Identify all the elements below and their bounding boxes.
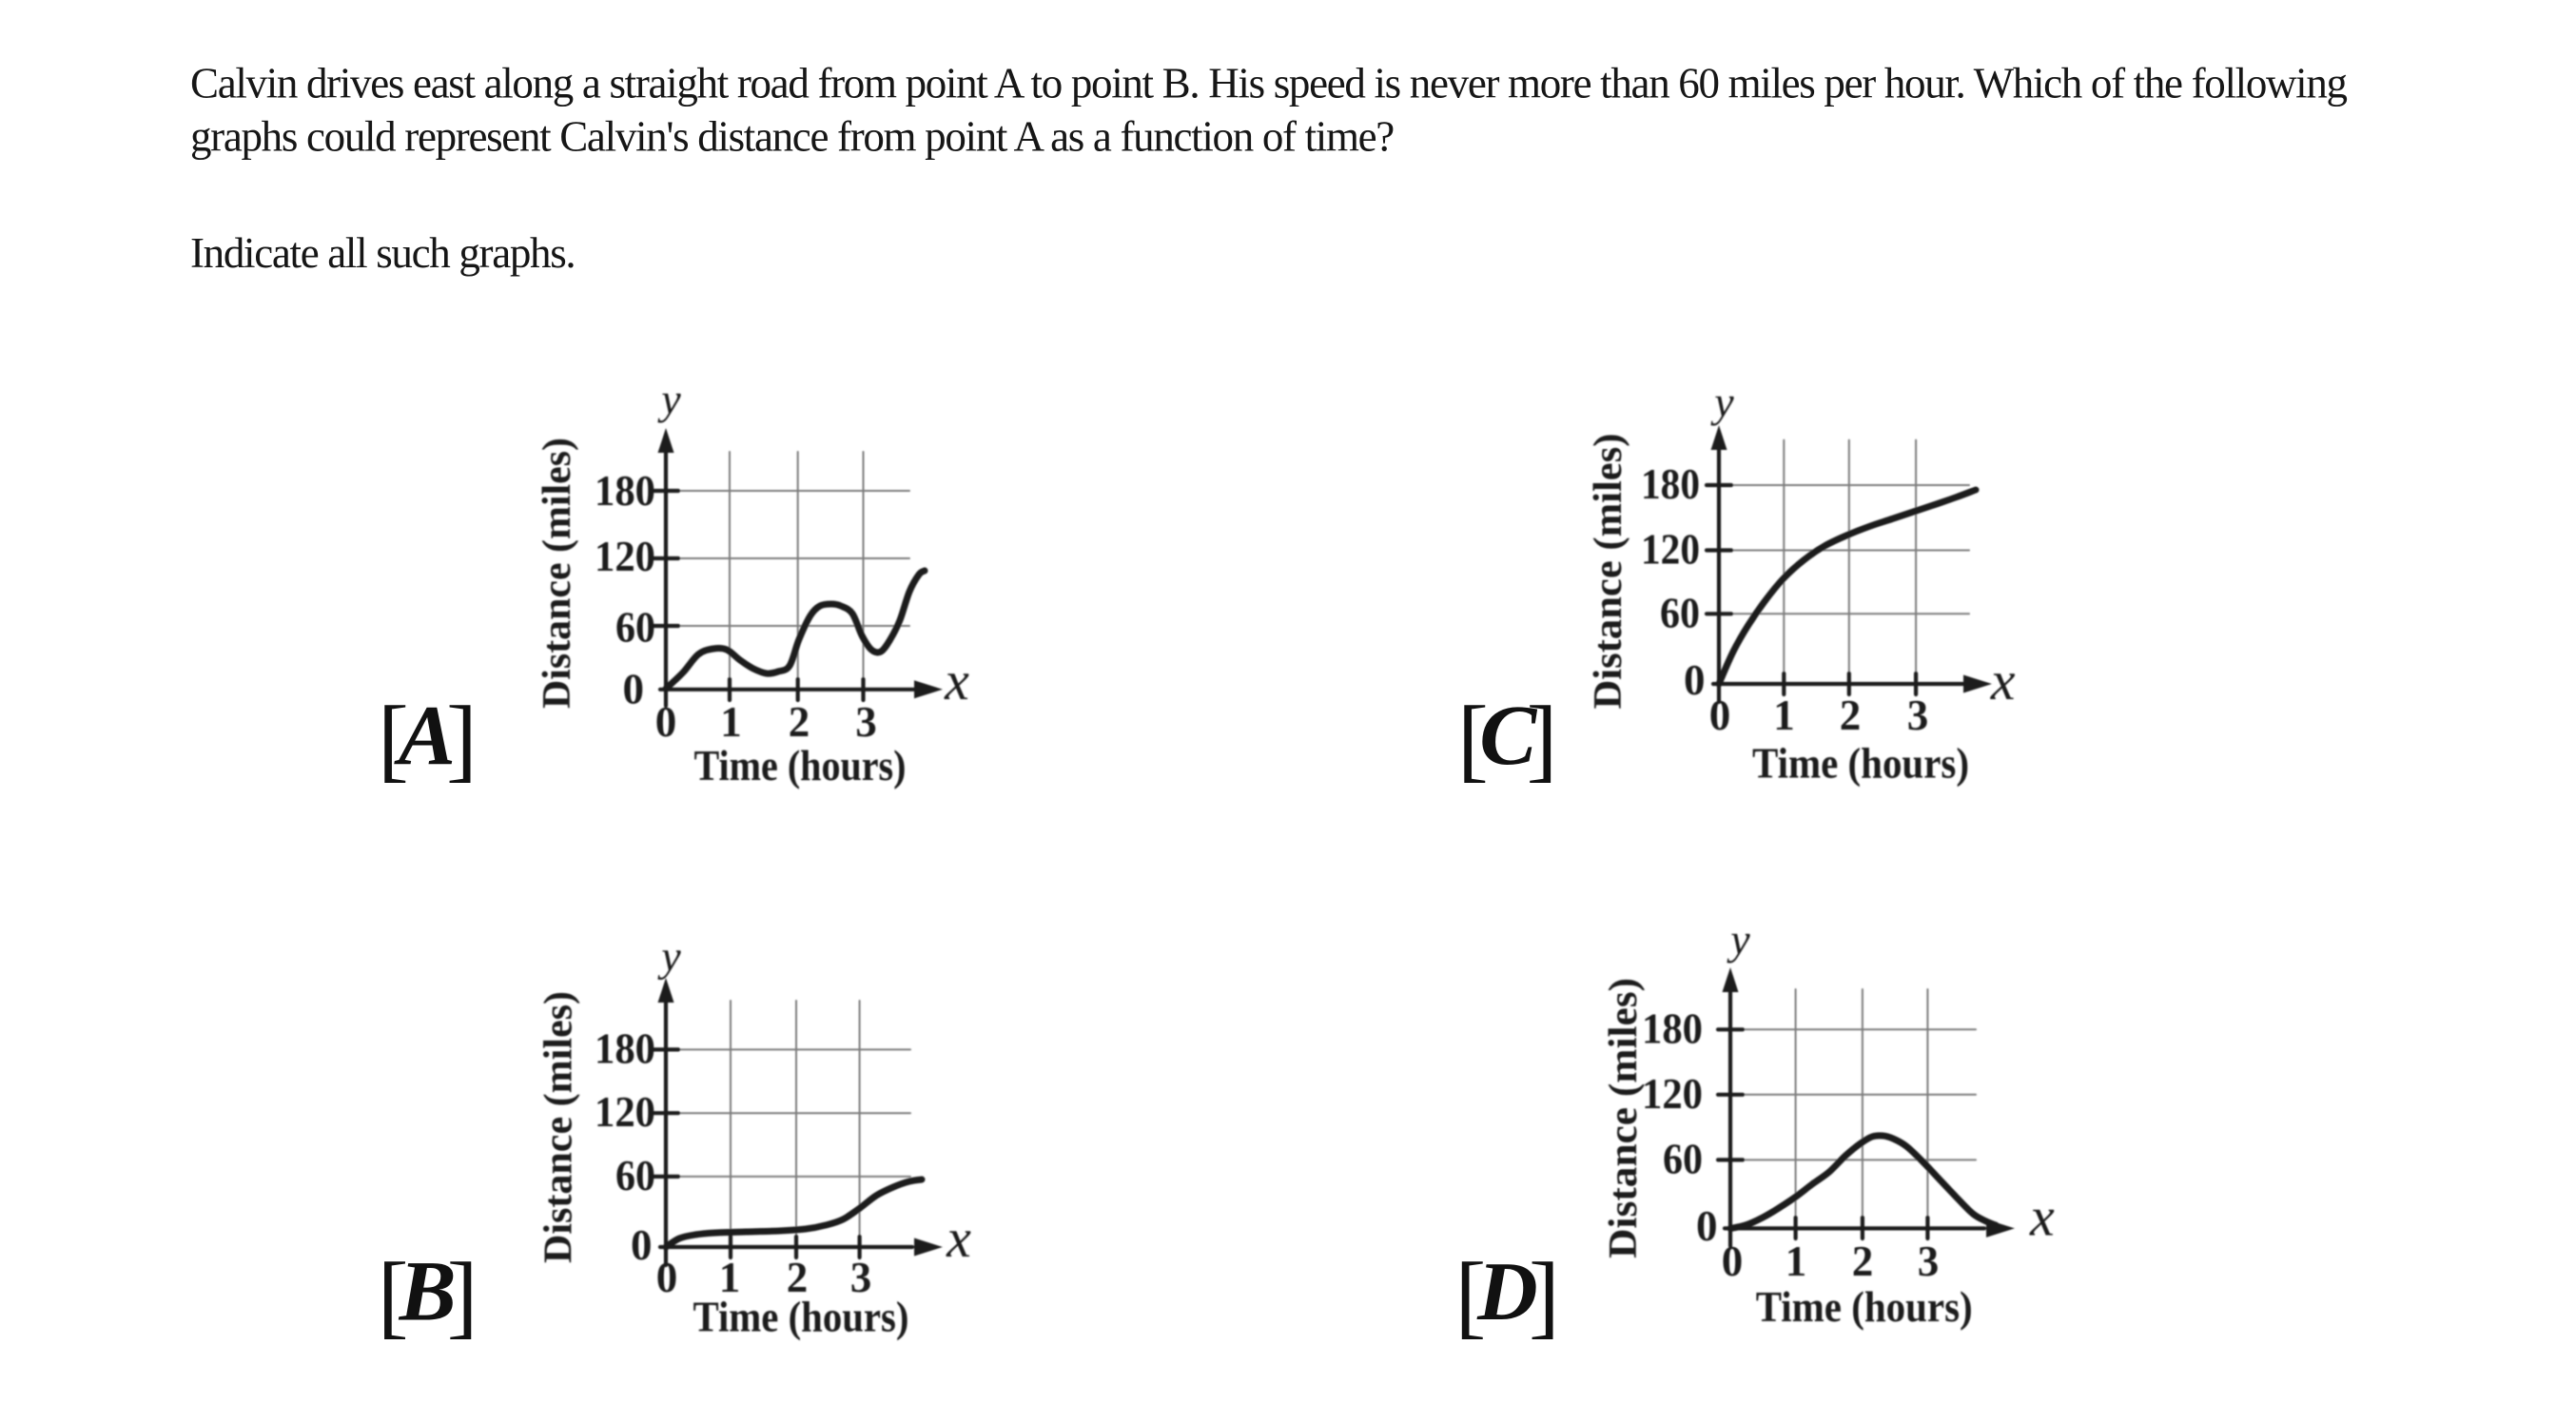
svg-text:Time (hours): Time (hours) <box>1756 1282 1973 1331</box>
svg-text:]: ] <box>447 1244 478 1348</box>
svg-text:]: ] <box>1527 688 1558 791</box>
svg-text:graphs could represent Calvin': graphs could represent Calvin's distance… <box>190 113 1394 161</box>
svg-text:180: 180 <box>595 467 655 515</box>
svg-text:y: y <box>1727 915 1750 964</box>
svg-text:y: y <box>657 375 681 423</box>
svg-text:120: 120 <box>595 533 655 580</box>
svg-text:60: 60 <box>1663 1136 1703 1183</box>
svg-text:0: 0 <box>623 666 645 713</box>
svg-text:0: 0 <box>631 1221 653 1269</box>
svg-text:0: 0 <box>655 698 677 746</box>
svg-text:60: 60 <box>1660 590 1700 637</box>
svg-text:3: 3 <box>850 1254 872 1301</box>
svg-text:120: 120 <box>1641 526 1700 574</box>
svg-text:3: 3 <box>1918 1238 1940 1285</box>
svg-text:120: 120 <box>1642 1070 1703 1118</box>
svg-text:0: 0 <box>1696 1202 1718 1250</box>
svg-text:60: 60 <box>615 604 655 652</box>
svg-text:120: 120 <box>595 1088 655 1136</box>
svg-text:2: 2 <box>1840 692 1862 739</box>
svg-text:2: 2 <box>789 698 810 746</box>
svg-text:0: 0 <box>1722 1238 1744 1285</box>
svg-text:180: 180 <box>595 1025 655 1073</box>
svg-text:180: 180 <box>1641 460 1700 508</box>
svg-text:A: A <box>394 689 456 783</box>
svg-text:0: 0 <box>656 1254 678 1301</box>
svg-text:1: 1 <box>1773 692 1795 739</box>
svg-text:Distance (miles): Distance (miles) <box>1602 978 1646 1258</box>
svg-text:C: C <box>1479 689 1537 783</box>
svg-text:]: ] <box>446 688 478 791</box>
svg-text:Time (hours): Time (hours) <box>694 741 907 789</box>
svg-text:0: 0 <box>1709 692 1731 739</box>
svg-text:[: [ <box>1457 688 1489 791</box>
svg-text:Indicate all such graphs.: Indicate all such graphs. <box>190 229 575 277</box>
svg-text:x: x <box>1990 650 2016 712</box>
svg-text:B: B <box>399 1245 457 1339</box>
svg-text:Calvin drives east along a str: Calvin drives east along a straight road… <box>190 60 2348 107</box>
svg-text:2: 2 <box>787 1254 809 1301</box>
svg-text:3: 3 <box>1907 692 1929 739</box>
svg-text:60: 60 <box>615 1152 655 1199</box>
svg-text:Distance (miles): Distance (miles) <box>537 991 581 1263</box>
svg-text:x: x <box>946 1207 971 1269</box>
svg-text:y: y <box>657 932 681 981</box>
svg-text:x: x <box>2029 1186 2055 1248</box>
svg-text:[: [ <box>378 1244 409 1348</box>
svg-text:[: [ <box>378 688 409 791</box>
svg-text:2: 2 <box>1852 1238 1874 1285</box>
svg-text:y: y <box>1710 378 1734 426</box>
svg-text:Distance (miles): Distance (miles) <box>536 438 579 709</box>
svg-text:D: D <box>1476 1246 1538 1338</box>
svg-text:Distance (miles): Distance (miles) <box>1587 434 1630 710</box>
svg-text:Time (hours): Time (hours) <box>1752 739 1969 788</box>
svg-text:Time (hours): Time (hours) <box>693 1293 909 1341</box>
svg-text:[: [ <box>1455 1244 1487 1348</box>
svg-text:1: 1 <box>719 1254 741 1301</box>
svg-text:0: 0 <box>1684 656 1706 704</box>
svg-text:1: 1 <box>1786 1238 1807 1285</box>
svg-text:x: x <box>944 650 969 712</box>
svg-text:180: 180 <box>1642 1005 1703 1053</box>
svg-text:1: 1 <box>720 698 742 746</box>
svg-text:3: 3 <box>855 698 877 746</box>
svg-text:]: ] <box>1529 1244 1560 1348</box>
